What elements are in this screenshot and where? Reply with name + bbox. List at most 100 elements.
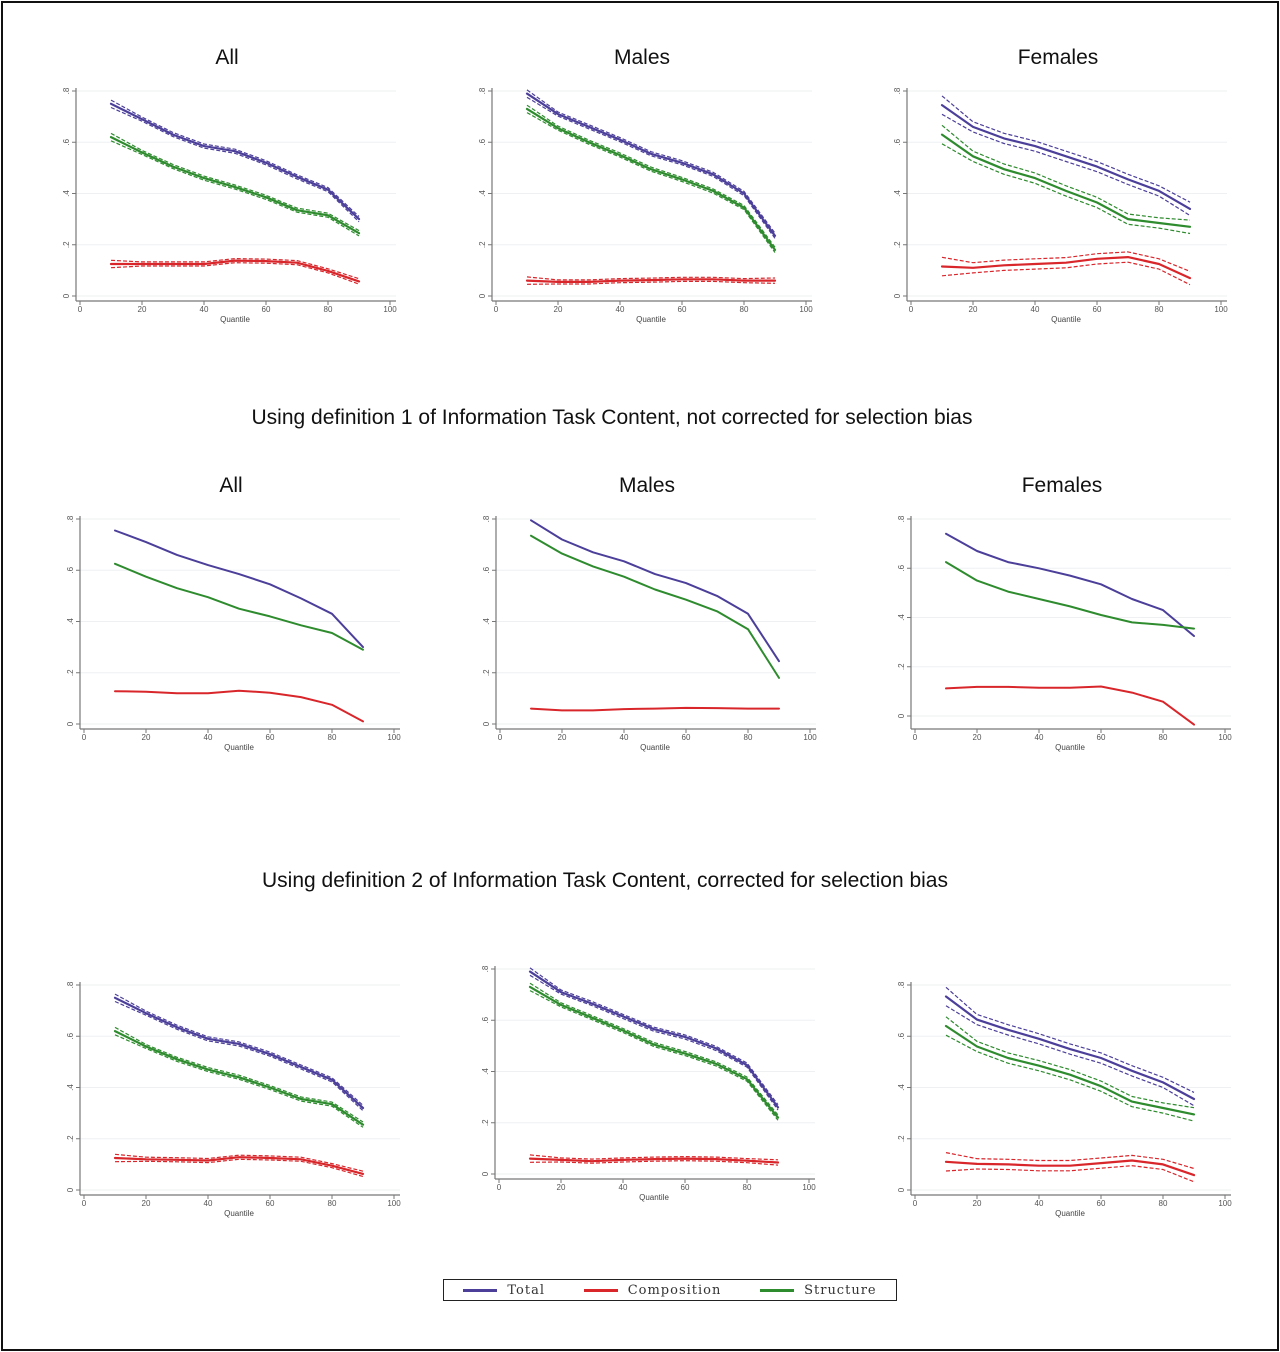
series-line-composition-ci-lower bbox=[941, 261, 1191, 286]
y-tick-label: .4 bbox=[66, 1084, 75, 1091]
legend-label-composition: Composition bbox=[627, 1282, 722, 1298]
series-line-composition-ci-lower bbox=[945, 1165, 1195, 1183]
legend-label-structure: Structure bbox=[804, 1282, 877, 1298]
y-tick-label: .4 bbox=[897, 614, 906, 621]
y-tick-label: .6 bbox=[893, 138, 902, 145]
series-line-structure-ci-upper bbox=[110, 132, 360, 232]
x-axis-label: Quantile bbox=[224, 743, 254, 752]
series-line-composition-ci-lower bbox=[529, 1160, 779, 1166]
series-line-total-ci-lower bbox=[114, 1000, 364, 1112]
y-tick-label: .6 bbox=[478, 138, 487, 145]
x-tick-label: 20 bbox=[557, 1183, 566, 1192]
x-tick-label: 40 bbox=[204, 733, 213, 742]
y-tick-label: 0 bbox=[478, 293, 487, 298]
x-tick-label: 0 bbox=[498, 733, 503, 742]
y-tick-label: .4 bbox=[66, 618, 75, 625]
series-line-composition-ci-upper bbox=[529, 1154, 779, 1161]
x-axis-label: Quantile bbox=[224, 1209, 254, 1218]
section-title-definition-2: Using definition 2 of Information Task C… bbox=[262, 869, 948, 892]
y-tick-label: .2 bbox=[478, 241, 487, 248]
x-tick-label: 40 bbox=[619, 1183, 628, 1192]
x-tick-label: 100 bbox=[387, 1199, 401, 1208]
x-tick-label: 0 bbox=[78, 305, 83, 314]
x-tick-label: 60 bbox=[266, 1199, 275, 1208]
x-tick-label: 60 bbox=[681, 1183, 690, 1192]
x-tick-label: 40 bbox=[1035, 1199, 1044, 1208]
x-tick-label: 80 bbox=[740, 305, 749, 314]
x-tick-label: 0 bbox=[82, 1199, 87, 1208]
series-line-structure-ci-lower bbox=[114, 1034, 364, 1128]
x-tick-label: 0 bbox=[913, 1199, 918, 1208]
series-line-composition-ci-upper bbox=[526, 276, 776, 281]
x-tick-label: 80 bbox=[743, 1183, 752, 1192]
series-line-total-ci-upper bbox=[526, 89, 776, 234]
x-tick-label: 100 bbox=[1218, 733, 1232, 742]
series-line-total bbox=[530, 519, 780, 663]
y-tick-label: .2 bbox=[893, 241, 902, 248]
series-line-total-ci-lower bbox=[941, 113, 1191, 217]
x-tick-label: 20 bbox=[554, 305, 563, 314]
y-tick-label: 0 bbox=[66, 1187, 75, 1192]
series-line-composition-ci-lower bbox=[526, 280, 776, 285]
x-axis-label: Quantile bbox=[1055, 743, 1085, 752]
y-tick-label: .2 bbox=[481, 1119, 490, 1126]
y-tick-label: .8 bbox=[478, 87, 487, 94]
series-line-structure bbox=[945, 561, 1195, 630]
section-title-definition-1: Using definition 1 of Information Task C… bbox=[251, 406, 973, 429]
legend-swatch-total bbox=[463, 1288, 498, 1292]
x-tick-label: 40 bbox=[620, 733, 629, 742]
series-line-total-ci-upper bbox=[941, 95, 1191, 203]
x-tick-label: 80 bbox=[1159, 1199, 1168, 1208]
y-tick-label: .8 bbox=[481, 965, 490, 972]
series-line-composition-ci-upper bbox=[945, 1152, 1195, 1170]
y-tick-label: .4 bbox=[62, 190, 71, 197]
series-line-total-ci-upper bbox=[945, 986, 1195, 1093]
y-tick-label: .6 bbox=[481, 1016, 490, 1023]
y-tick-label: .6 bbox=[62, 138, 71, 145]
y-tick-label: 0 bbox=[893, 293, 902, 298]
x-tick-label: 0 bbox=[494, 305, 499, 314]
y-tick-label: .4 bbox=[893, 190, 902, 197]
panel-title-females-row2: Females bbox=[1021, 474, 1103, 497]
series-line-structure bbox=[525, 107, 777, 251]
series-line-total-ci-upper bbox=[110, 99, 360, 217]
y-tick-label: .6 bbox=[66, 566, 75, 573]
y-tick-label: .2 bbox=[66, 669, 75, 676]
x-tick-label: 20 bbox=[142, 733, 151, 742]
series-line-structure bbox=[114, 562, 364, 651]
series-line-total bbox=[945, 532, 1195, 637]
y-tick-label: .8 bbox=[897, 515, 906, 522]
series-line-structure-ci-upper bbox=[526, 104, 776, 248]
x-tick-label: 60 bbox=[266, 733, 275, 742]
x-axis-label: Quantile bbox=[636, 315, 666, 324]
x-tick-label: 0 bbox=[913, 733, 918, 742]
y-tick-label: .2 bbox=[482, 669, 491, 676]
y-tick-label: .2 bbox=[897, 663, 906, 670]
series-line-composition bbox=[944, 1159, 1196, 1177]
x-tick-label: 80 bbox=[1159, 733, 1168, 742]
y-tick-label: .6 bbox=[482, 566, 491, 573]
y-tick-label: 0 bbox=[897, 1187, 906, 1192]
x-tick-label: 20 bbox=[969, 305, 978, 314]
x-tick-label: 100 bbox=[803, 733, 817, 742]
legend-item-structure: Structure bbox=[760, 1283, 877, 1298]
x-tick-label: 40 bbox=[200, 305, 209, 314]
y-tick-label: .8 bbox=[66, 981, 75, 988]
series-line-structure-ci-upper bbox=[114, 1026, 364, 1123]
y-tick-label: 0 bbox=[897, 713, 906, 718]
series-line-total-ci-lower bbox=[526, 96, 776, 239]
series-line-structure-ci-lower bbox=[110, 140, 360, 237]
series-line-composition-ci-upper bbox=[110, 258, 360, 280]
series-line-total-ci-upper bbox=[114, 993, 364, 1106]
series-line-structure-ci-lower bbox=[529, 990, 779, 1121]
legend-swatch-structure bbox=[760, 1288, 795, 1292]
x-tick-label: 40 bbox=[1031, 305, 1040, 314]
x-axis-label: Quantile bbox=[1055, 1209, 1085, 1218]
series-line-total bbox=[109, 102, 361, 221]
series-line-structure bbox=[530, 534, 780, 679]
panel-title-all-row1: All bbox=[215, 46, 239, 69]
x-tick-label: 60 bbox=[1093, 305, 1102, 314]
series-line-composition-ci-lower bbox=[114, 1158, 364, 1178]
x-tick-label: 20 bbox=[973, 733, 982, 742]
